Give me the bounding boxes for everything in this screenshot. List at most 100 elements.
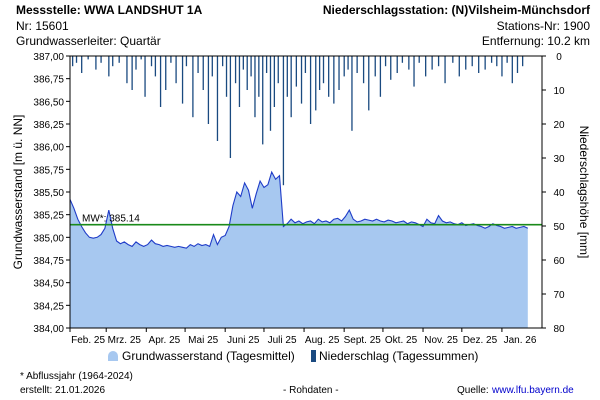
gw-line bbox=[69, 170, 529, 249]
precip-bar bbox=[458, 56, 460, 77]
source-label: Quelle: bbox=[457, 385, 489, 396]
x-tick-label: Aug. 25 bbox=[305, 335, 340, 346]
precip-bar bbox=[333, 56, 335, 104]
x-tick-label: Okt. 25 bbox=[385, 335, 418, 346]
precip-bar bbox=[144, 56, 146, 97]
y-axis-right-label: Niederschlagshöhe [mm] bbox=[577, 126, 591, 259]
precip-bar bbox=[81, 56, 83, 73]
precip-distance: Entfernung: 10.2 km bbox=[481, 34, 590, 48]
precip-bar bbox=[328, 56, 330, 97]
x-tick-label: Mrz. 25 bbox=[108, 335, 142, 346]
y-left-tick-label: 384,00 bbox=[33, 324, 64, 335]
precip-bar bbox=[262, 56, 264, 145]
precip-bar bbox=[356, 56, 358, 73]
precip-bar bbox=[286, 56, 288, 97]
precip-bar bbox=[202, 56, 204, 90]
legend-precip-label: Niederschlag (Tagessummen) bbox=[319, 349, 479, 363]
precip-bar bbox=[100, 56, 102, 63]
y-left-tick-label: 384,25 bbox=[33, 301, 64, 312]
precip-bar bbox=[522, 56, 524, 67]
precip-bar bbox=[258, 56, 260, 97]
precip-bar bbox=[322, 56, 325, 84]
y-right-tick-label: 60 bbox=[553, 256, 565, 267]
precip-bar bbox=[452, 56, 454, 63]
precip-bar bbox=[300, 56, 303, 104]
precip-bar bbox=[192, 56, 194, 118]
precip-bar bbox=[506, 56, 508, 63]
precip-bar bbox=[229, 56, 232, 158]
y-left-tick-label: 385,25 bbox=[33, 211, 64, 222]
y-left-tick-label: 386,75 bbox=[33, 75, 64, 86]
precip-bar bbox=[511, 56, 513, 84]
precip-bar bbox=[282, 56, 285, 186]
gw-area bbox=[70, 172, 528, 328]
y-right-tick-label: 20 bbox=[553, 120, 565, 131]
precip-bar bbox=[309, 56, 312, 124]
x-tick-label: Juli 25 bbox=[268, 335, 297, 346]
y-right-tick-label: 80 bbox=[553, 324, 565, 335]
precip-bar bbox=[246, 56, 248, 90]
precip-bar bbox=[273, 56, 276, 107]
precip-bar bbox=[221, 56, 224, 67]
precip-bar bbox=[265, 56, 268, 73]
precip-bar bbox=[318, 56, 321, 90]
precip-bar bbox=[437, 56, 440, 67]
precip-bar bbox=[207, 56, 210, 124]
precip-bar bbox=[401, 56, 404, 63]
station-title: Messstelle: WWA LANDSHUT 1A bbox=[16, 3, 203, 17]
x-tick-label: Feb. 25 bbox=[71, 335, 105, 346]
precip-bar bbox=[75, 56, 78, 63]
precip-bar bbox=[150, 56, 153, 67]
precip-bar bbox=[315, 56, 317, 111]
y-right-tick-label: 40 bbox=[553, 188, 565, 199]
y-left-tick-label: 384,50 bbox=[33, 279, 64, 290]
precip-bar bbox=[131, 56, 133, 90]
precip-bar bbox=[242, 56, 244, 70]
precip-bar bbox=[154, 56, 157, 77]
mw-label: MW*: 385.14 bbox=[82, 214, 140, 225]
x-tick-label: Juni 25 bbox=[227, 335, 260, 346]
mw-footnote: * Abflussjahr (1964-2024) bbox=[20, 371, 133, 382]
precip-bar bbox=[374, 56, 376, 77]
legend-gw-label: Grundwasserstand (Tagesmittel) bbox=[122, 349, 295, 363]
precip-bar bbox=[304, 56, 307, 73]
precip-bar bbox=[425, 56, 427, 77]
precip-bar bbox=[496, 56, 498, 67]
precip-bar bbox=[140, 56, 142, 60]
precip-bar bbox=[197, 56, 199, 73]
precip-bar bbox=[390, 56, 392, 80]
y-left-tick-label: 386,25 bbox=[33, 120, 64, 131]
precip-bar bbox=[408, 56, 410, 70]
precip-bar bbox=[290, 56, 292, 118]
precip-bar bbox=[368, 56, 370, 111]
precip-bar bbox=[95, 56, 97, 70]
y-right-tick-label: 10 bbox=[553, 86, 565, 97]
precip-bar bbox=[175, 56, 177, 84]
precip-bar bbox=[185, 56, 188, 67]
precip-bar bbox=[343, 56, 345, 77]
precip-bar bbox=[112, 56, 114, 67]
precip-bar bbox=[465, 56, 467, 70]
precip-bar bbox=[396, 56, 398, 73]
precip-bar bbox=[444, 56, 446, 84]
precip-bar bbox=[431, 56, 433, 70]
precip-station-title: Niederschlagsstation: (N)Vilsheim-Münchs… bbox=[322, 3, 590, 17]
y-left-tick-label: 384,75 bbox=[33, 256, 64, 267]
y-axis-left-label: Grundwasserstand [m ü. NN] bbox=[11, 115, 25, 270]
rawdata-label: - Rohdaten - bbox=[283, 385, 339, 396]
source-link[interactable]: www.lfu.bayern.de bbox=[492, 385, 574, 396]
precip-bar bbox=[87, 56, 89, 60]
x-tick-label: Sept. 25 bbox=[344, 335, 382, 346]
y-right-tick-label: 0 bbox=[556, 52, 562, 63]
x-tick-label: Apr. 25 bbox=[149, 335, 181, 346]
precip-bar bbox=[181, 56, 184, 104]
aquifer-label: Grundwasserleiter: Quartär bbox=[16, 34, 161, 48]
x-tick-label: Nov. 25 bbox=[424, 335, 458, 346]
precip-bar bbox=[384, 56, 387, 67]
precip-bar bbox=[471, 56, 473, 67]
precip-bar bbox=[478, 56, 480, 73]
precip-bar bbox=[347, 56, 349, 70]
precip-bar bbox=[413, 56, 415, 87]
created-date: erstellt: 21.01.2026 bbox=[20, 385, 106, 396]
y-left-tick-label: 385,75 bbox=[33, 165, 64, 176]
